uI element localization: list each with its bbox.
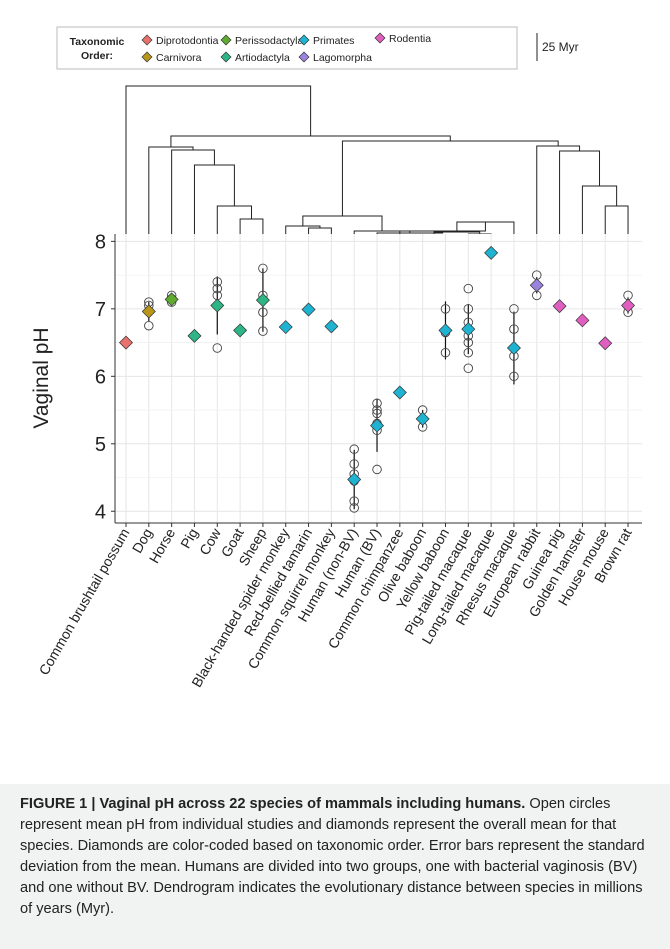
- y-tick-label: 4: [95, 501, 106, 523]
- study-point: [372, 405, 382, 415]
- dendrogram-branch: [604, 205, 629, 238]
- scale-bar-label: 25 Myr: [542, 40, 579, 54]
- study-point: [349, 459, 359, 469]
- y-tick-label: 5: [95, 434, 106, 456]
- species-mean-point: [438, 323, 453, 338]
- species-mean-point: [347, 472, 362, 487]
- dendrogram-branch: [302, 215, 383, 231]
- species-mean-point: [187, 328, 202, 343]
- y-axis-title: Vaginal pH: [30, 327, 53, 428]
- legend-box: [56, 26, 518, 70]
- plot-background: [115, 234, 642, 523]
- dendrogram-branch: [216, 205, 253, 238]
- study-point: [509, 371, 519, 382]
- study-point: [372, 464, 382, 475]
- legend-key-diprotodontia: [141, 34, 153, 46]
- study-point: [463, 337, 474, 348]
- species-mean-point: [529, 278, 544, 293]
- dendrogram: [125, 85, 629, 238]
- x-tick-label: Common brushtail possum: [35, 526, 132, 678]
- species-mean-point: [415, 411, 430, 426]
- legend-label-diprotodontia: Diprotodontia: [156, 35, 219, 47]
- legend-label-artiodactyla: Artiodactyla: [235, 52, 290, 64]
- legend-label-primates: Primates: [313, 35, 354, 47]
- legend-key-perissodactyla: [220, 34, 232, 46]
- species-mean-point: [301, 302, 316, 317]
- study-point: [349, 496, 359, 506]
- species-mean-point: [255, 293, 270, 308]
- legend: Taxonomic Order: Diprotodontia Carnivora Per…: [56, 26, 579, 70]
- study-point: [509, 304, 519, 314]
- dendrogram-branch: [536, 145, 581, 238]
- study-point: [463, 283, 474, 294]
- y-tick-label: 6: [95, 366, 106, 388]
- study-point: [463, 347, 474, 358]
- legend-title: Taxonomic: [70, 36, 125, 48]
- study-point: [144, 320, 154, 331]
- study-point: [258, 326, 268, 336]
- species-mean-point: [461, 322, 476, 337]
- dendrogram-branch: [581, 185, 618, 238]
- dendrogram-branch: [125, 85, 312, 238]
- legend-key-artiodactyla: [220, 51, 232, 63]
- species-mean-point: [119, 335, 133, 350]
- species-mean-point: [370, 418, 385, 433]
- study-point: [212, 343, 223, 353]
- study-point: [440, 304, 451, 314]
- study-point: [258, 263, 268, 274]
- species-mean-point: [233, 323, 248, 338]
- study-point: [440, 347, 451, 358]
- species-mean-point: [324, 319, 339, 334]
- legend-label-rodentia: Rodentia: [389, 33, 431, 45]
- species-mean-point: [621, 298, 636, 313]
- species-mean-point: [141, 304, 156, 319]
- caption-text: Open circles represent mean pH from indi…: [20, 796, 645, 917]
- y-tick-label: 7: [95, 299, 106, 321]
- species-mean-point: [484, 245, 499, 260]
- study-point: [372, 398, 382, 409]
- y-tick-label: 8: [95, 231, 106, 253]
- study-point: [463, 363, 474, 373]
- legend-label-lagomorpha: Lagomorpha: [313, 52, 372, 64]
- study-point: [463, 304, 474, 314]
- dendrogram-branch: [171, 149, 215, 238]
- species-mean-point: [598, 336, 613, 351]
- legend-key-primates: [298, 34, 310, 46]
- study-point: [258, 307, 268, 317]
- study-point: [212, 277, 223, 287]
- study-point: [212, 283, 223, 294]
- figure-caption: FIGURE 1 | Vaginal pH across 22 species …: [0, 784, 670, 949]
- legend-title-2: Order:: [81, 50, 113, 62]
- species-mean-point: [210, 298, 225, 313]
- species-mean-point: [575, 313, 590, 328]
- dendrogram-branch: [148, 146, 194, 238]
- study-point: [349, 444, 359, 454]
- species-mean-point: [278, 320, 293, 335]
- caption-label: FIGURE 1 | Vaginal pH across 22 species …: [20, 796, 526, 812]
- dendrogram-branch: [559, 150, 601, 238]
- species-mean-point: [164, 292, 179, 307]
- species-mean-point: [392, 385, 407, 400]
- legend-key-carnivora: [141, 51, 153, 63]
- species-mean-point: [506, 340, 521, 355]
- study-point: [509, 324, 519, 334]
- legend-key-lagomorpha: [298, 51, 310, 63]
- dendrogram-branch: [193, 164, 235, 238]
- study-point: [349, 503, 359, 513]
- species-mean-point: [552, 299, 567, 314]
- figure-canvas: Taxonomic Order: Diprotodontia Carnivora Per…: [30, 26, 642, 690]
- legend-key-rodentia: [374, 32, 386, 44]
- legend-label-perissodactyla: Perissodactyla: [235, 35, 303, 47]
- study-point: [372, 408, 382, 419]
- legend-label-carnivora: Carnivora: [156, 52, 202, 64]
- dendrogram-branch: [341, 140, 559, 216]
